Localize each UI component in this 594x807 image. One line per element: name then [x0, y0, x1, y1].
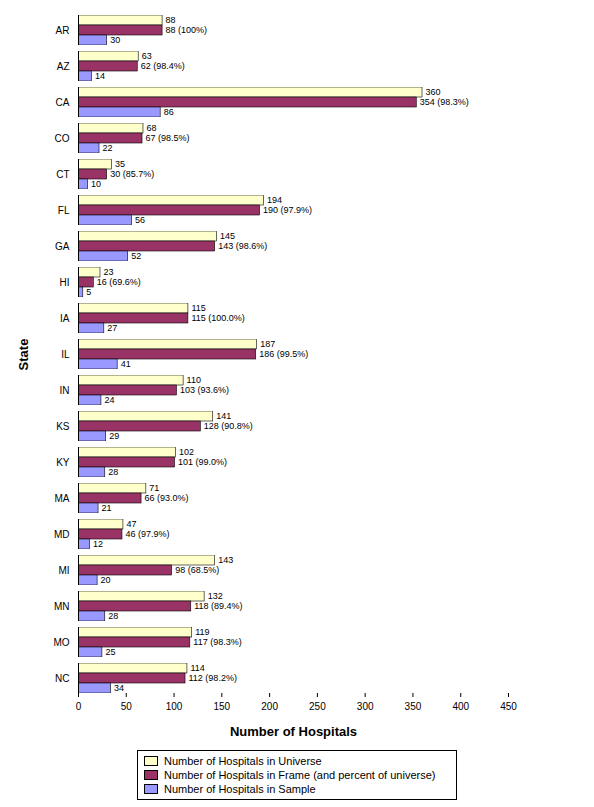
svg-text:143 (98.6%): 143 (98.6%): [218, 241, 267, 251]
svg-text:12: 12: [93, 539, 103, 549]
svg-text:MI: MI: [58, 565, 69, 576]
svg-text:110: 110: [187, 375, 201, 385]
svg-text:132: 132: [208, 591, 223, 601]
svg-text:67 (98.5%): 67 (98.5%): [146, 133, 190, 143]
svg-text:KY: KY: [56, 457, 70, 468]
svg-text:66 (93.0%): 66 (93.0%): [145, 493, 189, 503]
svg-text:24: 24: [104, 395, 114, 405]
svg-text:68: 68: [146, 123, 156, 133]
svg-text:47: 47: [126, 519, 136, 529]
svg-text:114: 114: [190, 663, 204, 673]
svg-text:103 (93.6%): 103 (93.6%): [180, 385, 229, 395]
svg-text:MN: MN: [54, 601, 70, 612]
svg-text:62 (98.4%): 62 (98.4%): [141, 61, 185, 71]
svg-text:350: 350: [405, 701, 422, 712]
svg-text:25: 25: [105, 647, 115, 657]
svg-text:21: 21: [102, 503, 112, 513]
svg-text:34: 34: [114, 683, 124, 693]
svg-text:29: 29: [109, 431, 119, 441]
svg-text:354 (98.3%): 354 (98.3%): [420, 97, 469, 107]
svg-text:CA: CA: [56, 97, 70, 108]
svg-text:143: 143: [218, 555, 233, 565]
svg-text:20: 20: [101, 575, 111, 585]
svg-text:101 (99.0%): 101 (99.0%): [178, 457, 227, 467]
svg-text:IN: IN: [60, 385, 70, 396]
svg-text:56: 56: [135, 215, 145, 225]
svg-text:HI: HI: [60, 277, 70, 288]
svg-text:194: 194: [267, 195, 282, 205]
svg-text:AZ: AZ: [57, 61, 70, 72]
svg-text:450: 450: [500, 701, 517, 712]
svg-text:State: State: [16, 339, 31, 371]
svg-text:AR: AR: [56, 25, 70, 36]
svg-text:MD: MD: [54, 529, 70, 540]
svg-text:10: 10: [91, 179, 101, 189]
svg-text:187: 187: [260, 339, 275, 349]
svg-text:250: 250: [309, 701, 326, 712]
html-text:Number of Hospitals in Univers: Number of Hospitals in Universe: [164, 755, 322, 767]
svg-text:Number of Hospitals: Number of Hospitals: [230, 724, 357, 739]
svg-text:88 (100%): 88 (100%): [166, 25, 208, 35]
svg-text:16 (69.6%): 16 (69.6%): [97, 277, 141, 287]
svg-text:200: 200: [261, 701, 278, 712]
svg-text:MA: MA: [55, 493, 70, 504]
svg-text:CT: CT: [56, 169, 69, 180]
svg-text:86: 86: [164, 107, 174, 117]
svg-text:102: 102: [179, 447, 194, 457]
svg-text:GA: GA: [55, 241, 70, 252]
svg-text:190 (97.9%): 190 (97.9%): [263, 205, 312, 215]
svg-text:145: 145: [220, 231, 235, 241]
svg-text:88: 88: [166, 15, 176, 25]
svg-text:100: 100: [166, 701, 183, 712]
svg-text:117 (98.3%): 117 (98.3%): [193, 637, 241, 647]
svg-text:KS: KS: [56, 421, 70, 432]
svg-text:41: 41: [121, 359, 131, 369]
svg-text:119: 119: [195, 627, 209, 637]
svg-text:22: 22: [103, 143, 113, 153]
svg-text:141: 141: [216, 411, 231, 421]
svg-text:52: 52: [131, 251, 141, 261]
svg-text:300: 300: [357, 701, 374, 712]
svg-text:118 (89.4%): 118 (89.4%): [194, 601, 242, 611]
svg-text:14: 14: [95, 71, 105, 81]
svg-text:360: 360: [426, 87, 441, 97]
svg-text:23: 23: [103, 267, 113, 277]
svg-text:186 (99.5%): 186 (99.5%): [259, 349, 308, 359]
svg-text:115 (100.0%): 115 (100.0%): [191, 313, 244, 323]
svg-text:FL: FL: [58, 205, 70, 216]
svg-text:28: 28: [108, 467, 118, 477]
svg-text:46 (97.9%): 46 (97.9%): [125, 529, 169, 539]
svg-text:63: 63: [142, 51, 152, 61]
svg-text:0: 0: [76, 701, 82, 712]
svg-text:35: 35: [115, 159, 125, 169]
html-text:Number of Hospitals in Sample: Number of Hospitals in Sample: [164, 783, 316, 795]
svg-text:30 (85.7%): 30 (85.7%): [110, 169, 154, 179]
svg-text:27: 27: [107, 323, 117, 333]
html-text:Number of Hospitals in Frame (: Number of Hospitals in Frame (and percen…: [164, 769, 436, 781]
svg-text:NC: NC: [55, 673, 69, 684]
svg-text:112 (98.2%): 112 (98.2%): [189, 673, 237, 683]
svg-text:150: 150: [213, 701, 230, 712]
svg-text:400: 400: [452, 701, 469, 712]
svg-text:71: 71: [149, 483, 159, 493]
svg-text:50: 50: [121, 701, 133, 712]
svg-text:115: 115: [191, 303, 205, 313]
svg-text:30: 30: [110, 35, 120, 45]
svg-text:28: 28: [108, 611, 118, 621]
svg-text:5: 5: [86, 287, 91, 297]
svg-text:IA: IA: [60, 313, 70, 324]
svg-text:128 (90.8%): 128 (90.8%): [204, 421, 253, 431]
svg-text:98 (68.5%): 98 (68.5%): [175, 565, 219, 575]
svg-text:IL: IL: [61, 349, 70, 360]
svg-text:CO: CO: [55, 133, 70, 144]
svg-text:MO: MO: [53, 637, 69, 648]
